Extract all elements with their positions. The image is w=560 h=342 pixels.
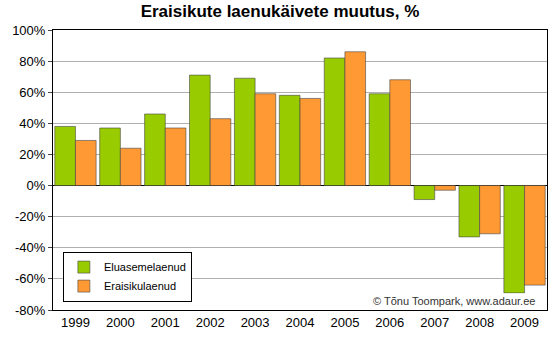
svg-text:1999: 1999 <box>61 315 90 330</box>
svg-text:100%: 100% <box>12 23 46 38</box>
svg-text:2002: 2002 <box>196 315 225 330</box>
svg-text:80%: 80% <box>19 54 45 69</box>
svg-text:2007: 2007 <box>420 315 449 330</box>
svg-text:-40%: -40% <box>15 240 46 255</box>
svg-text:-80%: -80% <box>15 303 46 318</box>
svg-text:2000: 2000 <box>106 315 135 330</box>
svg-text:Eraisikute laenukäivete muutus: Eraisikute laenukäivete muutus, % <box>141 2 420 21</box>
svg-text:-20%: -20% <box>15 209 46 224</box>
svg-text:2006: 2006 <box>375 315 404 330</box>
svg-text:2001: 2001 <box>151 315 180 330</box>
svg-text:-60%: -60% <box>15 271 46 286</box>
svg-text:Eraisikulaenud: Eraisikulaenud <box>104 280 176 292</box>
svg-text:2008: 2008 <box>465 315 494 330</box>
svg-text:40%: 40% <box>19 116 45 131</box>
svg-text:© Tõnu Toompark, www.adaur.ee: © Tõnu Toompark, www.adaur.ee <box>373 295 535 307</box>
svg-text:2004: 2004 <box>286 315 315 330</box>
svg-text:2009: 2009 <box>510 315 539 330</box>
svg-text:20%: 20% <box>19 147 45 162</box>
svg-text:2005: 2005 <box>330 315 359 330</box>
svg-text:0%: 0% <box>27 178 46 193</box>
svg-text:60%: 60% <box>19 85 45 100</box>
svg-text:2003: 2003 <box>241 315 270 330</box>
svg-text:Eluasemelaenud: Eluasemelaenud <box>104 261 186 273</box>
